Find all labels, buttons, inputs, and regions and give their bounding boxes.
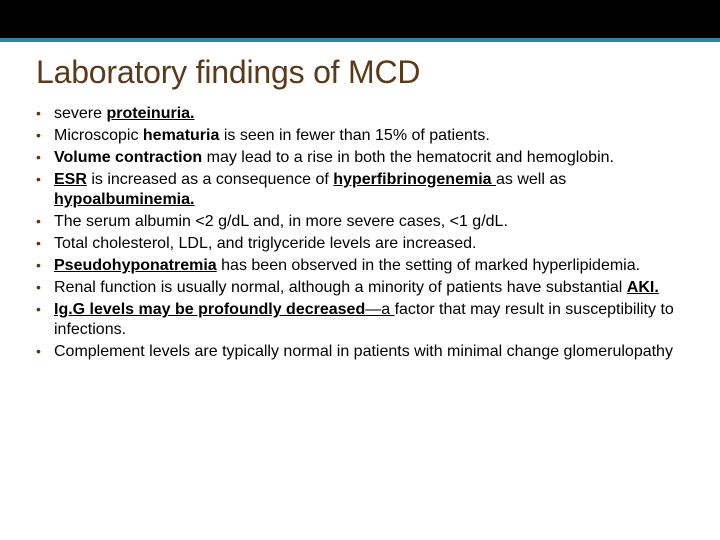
text-run: hypoalbuminemia. xyxy=(54,191,194,208)
text-run: as well as xyxy=(496,171,566,188)
bullet-item: Microscopic hematuria is seen in fewer t… xyxy=(28,126,688,146)
text-run: proteinuria. xyxy=(106,105,194,122)
text-run: Complement levels are typically normal i… xyxy=(54,343,673,360)
bullet-item: Complement levels are typically normal i… xyxy=(28,342,688,362)
text-run: hematuria xyxy=(143,127,219,144)
text-run: Total cholesterol, LDL, and triglyceride… xyxy=(54,235,476,252)
text-run: Ig.G levels may be profoundly decreased xyxy=(54,301,365,318)
bullet-list: severe proteinuria.Microscopic hematuria… xyxy=(28,104,688,362)
text-run: hyperfibrinogenemia xyxy=(333,171,496,188)
text-run: has been observed in the setting of mark… xyxy=(217,257,640,274)
text-run: is seen in fewer than 15% of patients. xyxy=(219,127,489,144)
text-run: Volume contraction xyxy=(54,149,202,166)
bullet-item: severe proteinuria. xyxy=(28,104,688,124)
text-run: AKI. xyxy=(627,279,659,296)
text-run: —a xyxy=(365,301,394,318)
bullet-item: The serum albumin <2 g/dL and, in more s… xyxy=(28,212,688,232)
text-run: The serum albumin <2 g/dL and, in more s… xyxy=(54,213,508,230)
bullet-item: Renal function is usually normal, althou… xyxy=(28,278,688,298)
bullet-item: ESR is increased as a consequence of hyp… xyxy=(28,170,688,210)
bullet-item: Total cholesterol, LDL, and triglyceride… xyxy=(28,234,688,254)
text-run: is increased as a consequence of xyxy=(87,171,333,188)
bullet-item: Pseudohyponatremia has been observed in … xyxy=(28,256,688,276)
slide-body: severe proteinuria.Microscopic hematuria… xyxy=(28,104,688,364)
text-run: Renal function is usually normal, althou… xyxy=(54,279,627,296)
text-run: severe xyxy=(54,105,106,122)
bullet-item: Ig.G levels may be profoundly decreased—… xyxy=(28,300,688,340)
slide-title: Laboratory findings of MCD xyxy=(36,54,420,91)
text-run: Pseudohyponatremia xyxy=(54,257,217,274)
slide-content: Laboratory findings of MCD severe protei… xyxy=(0,0,720,540)
text-run: ESR xyxy=(54,171,87,188)
text-run: Microscopic xyxy=(54,127,143,144)
bullet-item: Volume contraction may lead to a rise in… xyxy=(28,148,688,168)
text-run: may lead to a rise in both the hematocri… xyxy=(202,149,614,166)
